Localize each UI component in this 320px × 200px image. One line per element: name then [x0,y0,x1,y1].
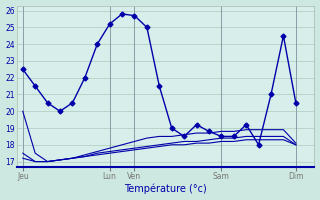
X-axis label: Température (°c): Température (°c) [124,184,207,194]
